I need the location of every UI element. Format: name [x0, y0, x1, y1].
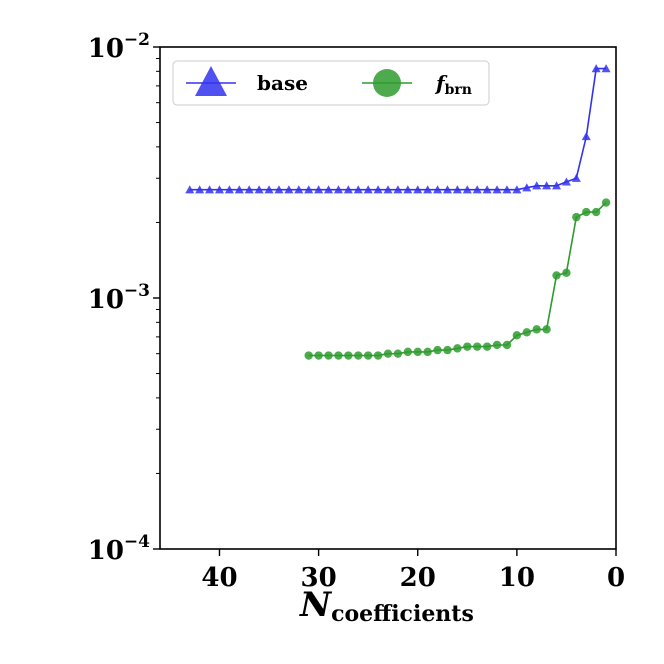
fbrn-point — [334, 351, 343, 360]
x-tick-label: 30 — [301, 563, 337, 593]
base-point — [502, 185, 512, 194]
base-point — [462, 185, 472, 194]
fbrn-point — [354, 351, 363, 360]
base-point — [601, 64, 611, 73]
fbrn-point — [304, 351, 313, 360]
base-point — [442, 185, 452, 194]
base-point — [363, 185, 373, 194]
base-point — [324, 185, 334, 194]
fbrn-point — [453, 344, 462, 353]
fbrn-point — [324, 351, 333, 360]
x-tick-label: 10 — [499, 563, 535, 593]
legend-label-fbrn: fbrn — [434, 71, 472, 98]
fbrn-point — [433, 345, 442, 355]
base-point — [552, 181, 562, 190]
base-point — [452, 185, 462, 194]
fbrn-point — [582, 207, 591, 217]
fbrn-point — [403, 347, 413, 357]
base-point — [591, 64, 601, 73]
y-tick-label: 10−2 — [88, 30, 150, 64]
ticks-layer: 40 30 20 10 0 10−2 10−3 10−4 — [88, 30, 625, 593]
legend-circle-icon — [373, 69, 401, 97]
fbrn-point — [502, 340, 512, 350]
base-point — [433, 185, 443, 194]
fbrn-point — [512, 331, 522, 340]
fbrn-point — [542, 325, 551, 334]
fbrn-point — [413, 347, 422, 357]
fbrn-point — [591, 207, 601, 217]
series-line-1 — [308, 202, 607, 357]
base-point — [294, 185, 304, 194]
base-point — [492, 185, 502, 194]
base-point — [244, 185, 254, 194]
base-point — [314, 185, 324, 194]
base-point — [413, 185, 423, 194]
plot-frame — [159, 46, 617, 550]
x-tick-label: 20 — [400, 563, 436, 593]
legend-label-base: base — [257, 71, 308, 95]
fbrn-point — [562, 268, 571, 278]
base-point — [304, 185, 314, 194]
fbrn-point — [363, 351, 373, 360]
base-point — [542, 181, 552, 190]
y-tick-label: 10−3 — [88, 281, 150, 315]
base-point — [472, 185, 482, 194]
base-point — [423, 185, 433, 194]
base-point — [343, 185, 353, 194]
base-point — [373, 185, 383, 194]
base-point — [482, 185, 492, 194]
legend: base fbrn — [172, 60, 490, 106]
fbrn-point — [601, 198, 611, 207]
fbrn-point — [532, 325, 541, 334]
fbrn-point — [314, 351, 323, 360]
base-point — [532, 181, 542, 190]
base-point — [254, 185, 264, 194]
fbrn-point — [552, 271, 561, 280]
fbrn-point — [383, 349, 393, 358]
base-point — [224, 185, 234, 194]
base-point — [561, 177, 571, 186]
fbrn-point — [572, 212, 581, 222]
fbrn-point — [393, 349, 403, 358]
x-axis-title: Ncoefficients — [299, 585, 474, 627]
base-point — [393, 185, 403, 194]
base-point — [205, 185, 215, 194]
base-point — [274, 185, 284, 194]
fbrn-point — [473, 342, 482, 351]
base-point — [333, 185, 343, 194]
series-layer — [185, 64, 611, 360]
x-tick-label: 0 — [607, 563, 625, 593]
base-point — [522, 183, 532, 192]
base-point — [284, 185, 294, 194]
fbrn-point — [344, 351, 353, 360]
fbrn-point — [482, 342, 492, 351]
fbrn-point — [443, 345, 452, 355]
fbrn-point — [373, 351, 383, 360]
legend-box — [172, 60, 490, 106]
base-point — [185, 185, 195, 194]
base-point — [195, 185, 205, 194]
base-point — [571, 173, 581, 182]
fbrn-point — [463, 342, 472, 351]
base-point — [353, 185, 363, 194]
base-point — [234, 185, 244, 194]
fbrn-point — [423, 347, 432, 357]
legend-triangle-icon — [195, 66, 227, 96]
y-tick-label: 10−4 — [88, 532, 150, 566]
fbrn-point — [522, 328, 531, 337]
base-point — [264, 185, 274, 194]
base-point — [512, 185, 522, 194]
x-tick-label: 40 — [201, 563, 237, 593]
base-point — [581, 131, 591, 141]
base-point — [383, 185, 393, 194]
base-point — [214, 185, 224, 194]
base-point — [403, 185, 413, 194]
fbrn-point — [492, 340, 502, 350]
